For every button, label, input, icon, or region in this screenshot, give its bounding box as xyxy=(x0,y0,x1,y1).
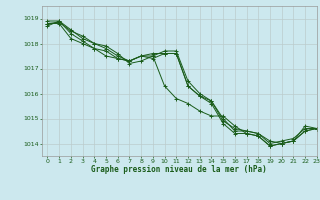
X-axis label: Graphe pression niveau de la mer (hPa): Graphe pression niveau de la mer (hPa) xyxy=(91,165,267,174)
